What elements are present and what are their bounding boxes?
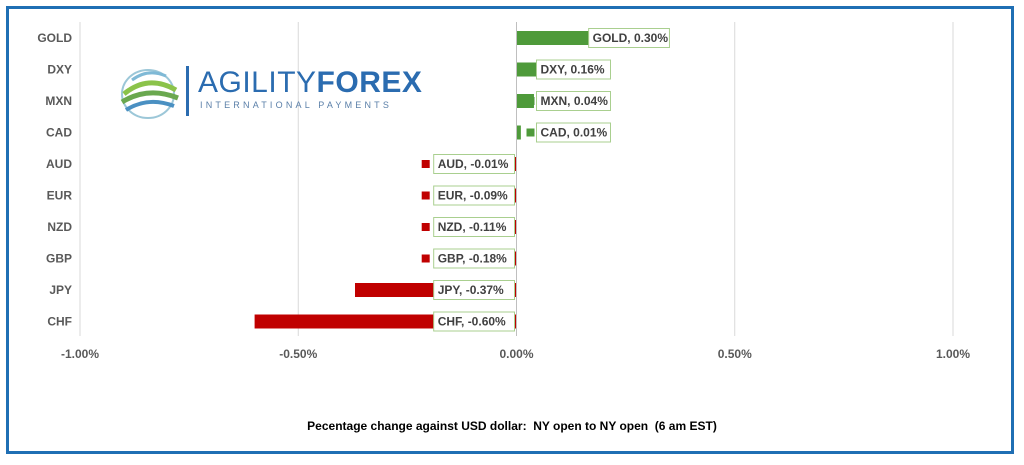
zero-tick bbox=[514, 220, 517, 234]
x-tick-label: -0.50% bbox=[279, 347, 317, 361]
data-label: DXY, 0.16% bbox=[541, 63, 605, 77]
logo-divider bbox=[186, 66, 189, 116]
label-key bbox=[421, 160, 430, 168]
globe-swoosh-icon bbox=[120, 69, 179, 119]
category-label: AUD bbox=[46, 157, 72, 171]
data-label: CHF, -0.60% bbox=[438, 315, 506, 329]
data-label-box bbox=[433, 154, 516, 174]
data-label: EUR, -0.09% bbox=[438, 189, 508, 203]
logo-wordmark: AGILITYFOREX bbox=[198, 66, 423, 99]
data-label-box bbox=[536, 59, 611, 80]
data-label-box bbox=[433, 185, 516, 206]
label-key bbox=[526, 97, 535, 105]
label-key bbox=[421, 254, 430, 263]
logo-tagline: INTERNATIONAL PAYMENTS bbox=[200, 100, 393, 110]
label-key bbox=[421, 191, 430, 200]
x-tick-label: 0.00% bbox=[499, 347, 533, 361]
data-label-box bbox=[433, 280, 516, 300]
x-tick-label: 1.00% bbox=[936, 347, 970, 361]
company-logo: AGILITYFOREX INTERNATIONAL PAYMENTS bbox=[118, 62, 422, 122]
data-label-box bbox=[536, 122, 611, 143]
label-key bbox=[526, 128, 535, 137]
category-label: JPY bbox=[49, 283, 72, 297]
data-label-box bbox=[588, 28, 670, 48]
zero-tick bbox=[514, 157, 517, 171]
category-label: CAD bbox=[46, 126, 72, 140]
zero-tick bbox=[514, 251, 517, 266]
data-label: GBP, -0.18% bbox=[438, 252, 507, 266]
category-label: CHF bbox=[47, 315, 72, 329]
zero-tick bbox=[514, 283, 517, 297]
category-label: GOLD bbox=[37, 31, 72, 45]
label-key bbox=[421, 317, 430, 326]
data-label: NZD, -0.11% bbox=[438, 220, 507, 234]
data-label-box bbox=[433, 311, 516, 332]
data-label-box bbox=[433, 248, 516, 269]
data-label: CAD, 0.01% bbox=[541, 126, 608, 140]
data-label-box bbox=[536, 91, 611, 111]
data-label: JPY, -0.37% bbox=[438, 283, 504, 297]
x-tick-label: -1.00% bbox=[61, 347, 99, 361]
category-label: MXN bbox=[45, 94, 72, 108]
category-label: GBP bbox=[46, 252, 72, 266]
data-label: AUD, -0.01% bbox=[438, 157, 509, 171]
bar bbox=[516, 125, 521, 140]
category-label: DXY bbox=[47, 63, 72, 77]
data-label-box bbox=[433, 217, 516, 237]
zero-tick bbox=[514, 188, 517, 203]
data-label: MXN, 0.04% bbox=[541, 94, 609, 108]
label-key bbox=[421, 223, 430, 231]
category-label: EUR bbox=[47, 189, 73, 203]
x-tick-label: 0.50% bbox=[718, 347, 752, 361]
zero-tick bbox=[514, 314, 517, 329]
category-label: NZD bbox=[47, 220, 72, 234]
label-key bbox=[421, 286, 430, 294]
data-label: GOLD, 0.30% bbox=[593, 31, 669, 45]
x-axis-title: Pecentage change against USD dollar: NY … bbox=[307, 419, 717, 433]
